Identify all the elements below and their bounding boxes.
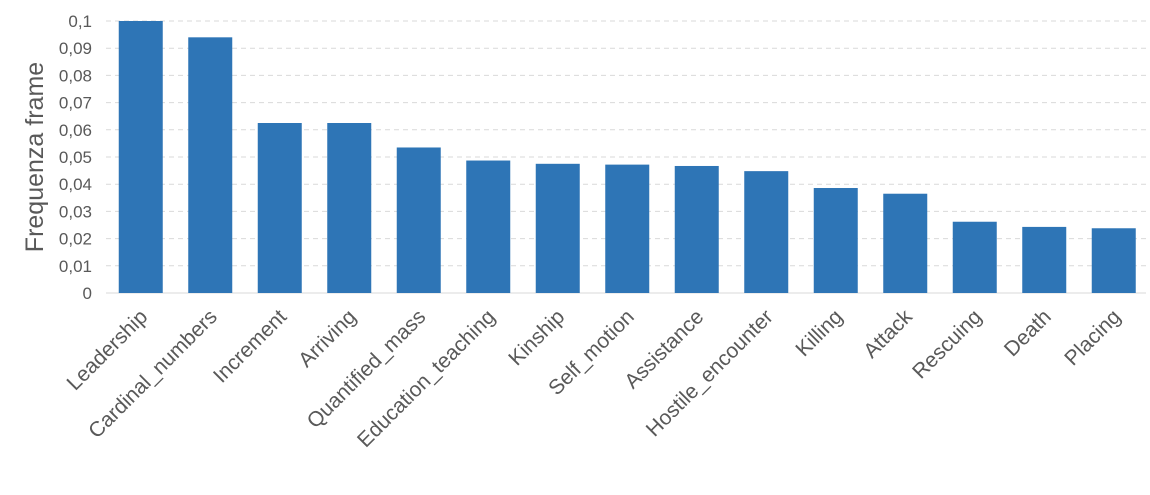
x-category-label: Hostile_encounter [642, 305, 778, 441]
y-tick-label: 0,03 [59, 202, 92, 221]
bar-cardinal-numbers [188, 37, 233, 293]
x-category-label: Killing [791, 305, 847, 361]
y-tick-label: 0,01 [59, 257, 92, 276]
y-tick-label: 0,1 [68, 12, 92, 31]
bar-attack [883, 193, 928, 293]
y-axis-tick-labels: 0 0,01 0,02 0,03 0,04 0,05 0,06 0,07 0,08 0,09 0,1 [59, 12, 92, 303]
x-category-label: Quantified_mass [303, 305, 431, 433]
y-tick-label: 0 [83, 284, 92, 303]
bar-rescuing [952, 221, 997, 293]
x-category-label: Rescuing [908, 305, 986, 383]
y-tick-label: 0,08 [59, 66, 92, 85]
x-category-label: Placing [1060, 305, 1125, 370]
bar-increment [257, 123, 302, 293]
x-category-label: Kinship [504, 305, 569, 370]
bar-quantified-mass [396, 147, 441, 293]
bar-placing [1091, 228, 1136, 293]
y-tick-label: 0,02 [59, 230, 92, 249]
bar-hostile-encounter [744, 171, 789, 293]
x-category-label: Death [1000, 305, 1056, 361]
bars [118, 21, 1136, 293]
bar-killing [813, 188, 858, 293]
x-category-label: Cardinal_numbers [84, 305, 222, 443]
y-tick-label: 0,05 [59, 148, 92, 167]
bar-education-teaching [466, 160, 511, 293]
bar-arriving [327, 123, 372, 293]
bar-kinship [535, 163, 580, 293]
bar-assistance [674, 165, 719, 293]
bar-death [1022, 226, 1067, 293]
bar-self-motion [605, 164, 650, 293]
y-tick-label: 0,04 [59, 175, 92, 194]
y-tick-label: 0,07 [59, 94, 92, 113]
y-axis-title: Frequenza frame [21, 62, 49, 252]
x-category-label: Education_teaching [353, 305, 500, 452]
x-category-label: Arriving [294, 305, 361, 372]
x-category-label: Increment [209, 305, 291, 387]
x-category-label: Attack [859, 305, 917, 363]
bar-leadership [118, 21, 163, 293]
y-tick-label: 0,06 [59, 121, 92, 140]
y-tick-label: 0,09 [59, 39, 92, 58]
